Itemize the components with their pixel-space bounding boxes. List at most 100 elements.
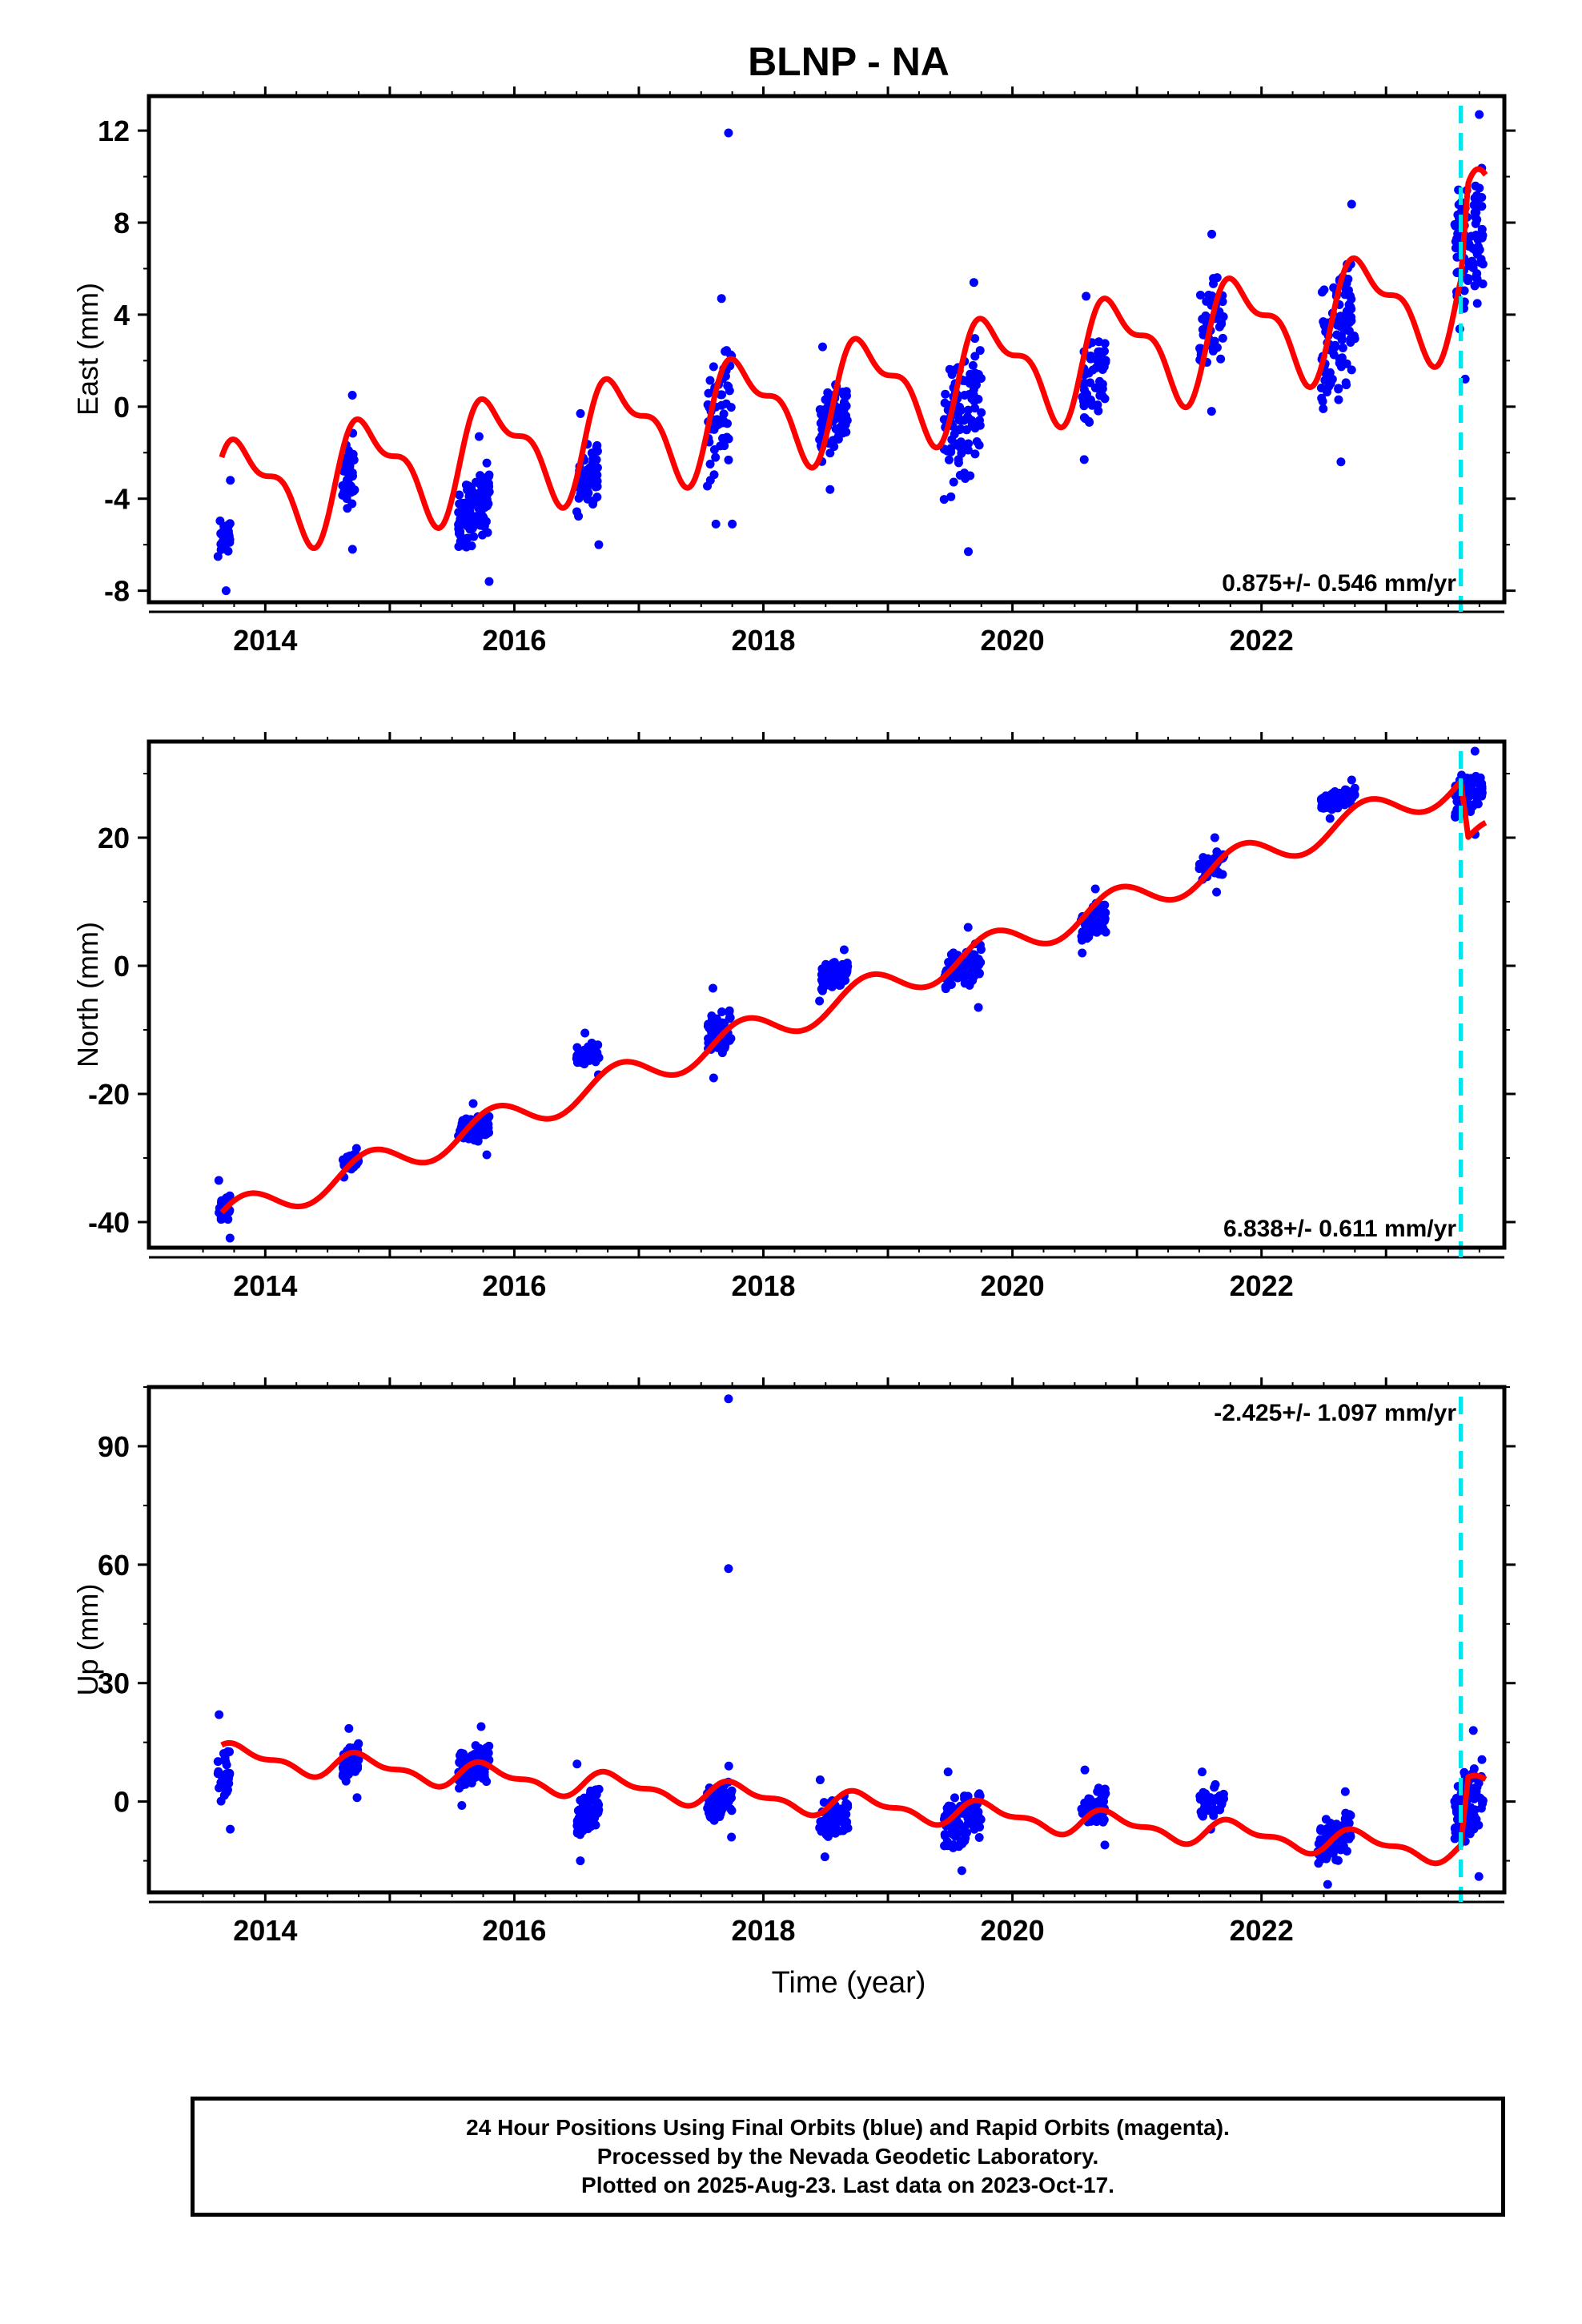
data-point [476, 1722, 486, 1731]
data-point [947, 1829, 957, 1839]
data-point [1327, 805, 1337, 814]
data-point [1325, 368, 1335, 377]
plot-frame [147, 94, 1507, 605]
data-point [349, 455, 359, 464]
data-point [842, 1817, 852, 1827]
data-point [1085, 1795, 1094, 1804]
data-point [1317, 287, 1327, 297]
data-point [587, 448, 596, 458]
data-point [222, 1787, 231, 1797]
data-point [575, 1805, 584, 1815]
data-point [964, 439, 974, 448]
data-point-outlier [724, 128, 733, 138]
data-point [1472, 1783, 1482, 1792]
data-point [954, 415, 964, 424]
data-point [1099, 346, 1109, 356]
data-point [458, 1780, 468, 1790]
data-point [588, 500, 598, 509]
data-point [1215, 313, 1225, 323]
data-point [960, 391, 970, 400]
y-tick-label: 90 [98, 1430, 130, 1463]
data-point [339, 1769, 348, 1779]
data-point [977, 408, 986, 417]
data-point [1324, 375, 1334, 384]
data-point [586, 1040, 596, 1050]
data-point [946, 492, 956, 501]
data-point [837, 416, 847, 425]
data-point [480, 491, 489, 501]
y-tick-label: -8 [104, 575, 130, 608]
data-point [1092, 1817, 1102, 1827]
data-point [470, 1136, 480, 1145]
data-point [221, 525, 231, 535]
x-tick-label: 2014 [233, 624, 297, 657]
data-point [594, 1784, 604, 1794]
data-point [974, 416, 984, 425]
data-point [1216, 354, 1226, 364]
data-point [970, 352, 980, 361]
data-point [949, 477, 958, 487]
data-point [974, 960, 984, 970]
data-point [1468, 1726, 1478, 1735]
data-point [482, 477, 492, 487]
data-point [1337, 353, 1347, 363]
data-point [1079, 455, 1089, 464]
data-point [582, 1817, 592, 1827]
y-tick-label: -20 [88, 1078, 130, 1111]
data-point [825, 448, 835, 458]
panel-north: -40 -20 0 20 2014 2016 2018 2020 2022 North (mm) 6… [71, 732, 1516, 1302]
data-point [1323, 384, 1332, 393]
data-point [1470, 281, 1480, 291]
data-point [474, 432, 484, 441]
data-point [963, 923, 973, 932]
data-point [836, 965, 845, 975]
data-point [943, 1767, 953, 1777]
data-point [953, 408, 962, 417]
data-point [1079, 380, 1089, 389]
data-point [1207, 407, 1216, 416]
data-point [343, 1756, 352, 1766]
data-point [1215, 322, 1224, 332]
data-points [213, 110, 1488, 596]
data-point [1091, 363, 1101, 372]
data-point [1347, 365, 1356, 375]
x-tick-label: 2020 [981, 1269, 1045, 1302]
rate-annotation: 0.875+/- 0.546 mm/yr [1222, 570, 1456, 597]
data-point [950, 1793, 959, 1803]
data-point [1340, 1787, 1350, 1796]
data-point [833, 972, 843, 982]
data-point [1472, 215, 1482, 224]
data-point [1212, 887, 1222, 897]
data-point [1315, 1835, 1325, 1844]
info-box: 24 Hour Positions Using Final Orbits (bl… [191, 2097, 1505, 2217]
data-point [221, 1757, 231, 1767]
data-point-outlier [728, 519, 737, 529]
data-point [825, 979, 835, 988]
data-point [475, 1743, 484, 1753]
data-point [1342, 279, 1351, 288]
data-point [1452, 797, 1462, 806]
y-tick-label: 0 [114, 1786, 130, 1819]
data-point [1333, 1856, 1343, 1865]
data-point [1464, 275, 1473, 285]
data-point [962, 425, 971, 435]
data-point [1078, 948, 1087, 958]
data-point [215, 1783, 224, 1793]
data-point [1475, 110, 1484, 119]
data-point [963, 405, 973, 415]
data-point [592, 440, 602, 450]
data-point [1328, 1848, 1338, 1858]
data-point [1469, 1824, 1479, 1834]
data-point [1347, 199, 1356, 209]
x-tick-label: 2016 [482, 624, 546, 657]
data-point [717, 1807, 726, 1816]
data-point [839, 945, 849, 955]
data-point [726, 1788, 736, 1798]
data-point [1450, 219, 1460, 229]
data-point [484, 1741, 494, 1751]
data-point [1198, 325, 1207, 335]
data-point [1099, 362, 1109, 372]
data-point [821, 959, 830, 969]
data-point [820, 1852, 829, 1862]
data-point [226, 1824, 235, 1834]
